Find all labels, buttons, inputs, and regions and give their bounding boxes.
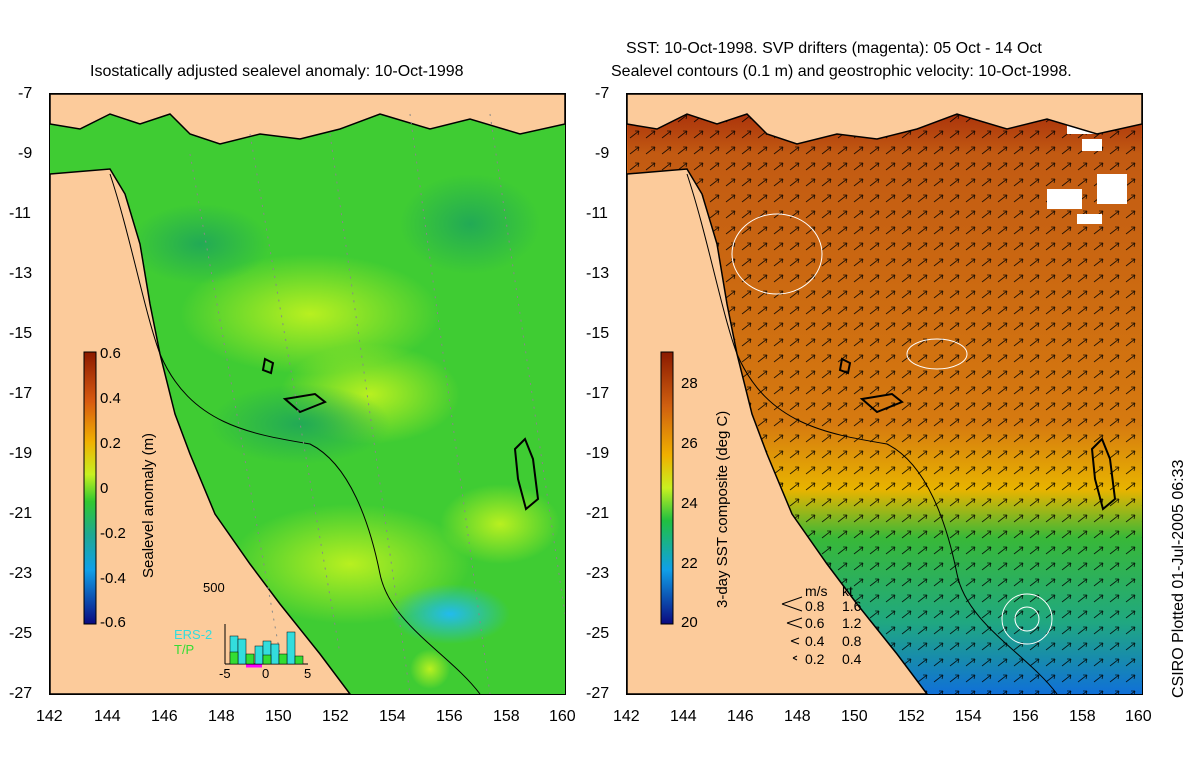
sst-colorbar [660, 351, 674, 625]
velocity-unit-ms: m/s [805, 583, 828, 599]
lon-tick: 158 [1069, 708, 1096, 725]
hist-xlabel: -5 [219, 666, 231, 681]
sla-map [50, 94, 565, 694]
lat-tick: -15 [9, 325, 33, 342]
lon-tick: 156 [1012, 708, 1039, 725]
hist-ymax: 500 [203, 580, 225, 595]
lon-tick: 142 [613, 708, 640, 725]
lat-tick: -25 [586, 625, 610, 642]
hist-xlabel: 0 [262, 666, 270, 681]
lat-tick: -13 [586, 265, 610, 282]
sla-colorbar [83, 351, 97, 625]
right-panel-title-line2: Sealevel contours (0.1 m) and geostrophi… [611, 63, 1072, 80]
lon-tick: 160 [1125, 708, 1152, 725]
velocity-row-kt: 0.4 [842, 651, 862, 667]
sla-cbar-label: 0.6 [100, 345, 121, 362]
sla-cbar-label: 0.4 [100, 390, 121, 407]
lat-tick: -9 [595, 145, 610, 162]
lon-tick: 154 [379, 708, 406, 725]
lon-tick: 142 [36, 708, 63, 725]
sla-cbar-label: -0.6 [100, 614, 126, 631]
lat-tick: -15 [586, 325, 610, 342]
lon-tick: 148 [784, 708, 811, 725]
velocity-row-kt: 1.2 [842, 615, 862, 631]
sla-cbar-label: -0.2 [100, 525, 126, 542]
lat-tick: -25 [9, 625, 33, 642]
lon-tick: 146 [727, 708, 754, 725]
velocity-row-ms: 0.6 [805, 615, 825, 631]
hist-xlabel: 5 [304, 666, 312, 681]
lon-tick: 152 [898, 708, 925, 725]
lon-tick: 160 [549, 708, 576, 725]
lon-tick: 152 [322, 708, 349, 725]
lat-tick: -7 [595, 85, 610, 102]
sst-cbar-label: 28 [681, 375, 698, 392]
lat-tick: -17 [586, 385, 610, 402]
lon-tick: 158 [493, 708, 520, 725]
sst-map [627, 94, 1142, 694]
lat-tick: -13 [9, 265, 33, 282]
lat-tick: -19 [9, 445, 33, 462]
lon-tick: 144 [94, 708, 121, 725]
velocity-row-kt: 0.8 [842, 633, 862, 649]
lon-tick: 144 [670, 708, 697, 725]
sla-map-panel [49, 93, 566, 695]
lon-tick: 148 [208, 708, 235, 725]
velocity-row-ms: 0.2 [805, 651, 825, 667]
sst-colorbar-title: 3-day SST composite (deg C) [714, 410, 731, 608]
lat-tick: -17 [9, 385, 33, 402]
hist-series-ers2: ERS-2 [174, 627, 213, 642]
sst-cbar-label: 20 [681, 614, 698, 631]
lon-tick: 156 [436, 708, 463, 725]
track-histogram [224, 624, 308, 668]
lat-tick: -11 [586, 205, 608, 222]
left-panel-title: Isostatically adjusted sealevel anomaly:… [90, 63, 464, 80]
hist-series-tp: T/P [174, 642, 195, 657]
lon-tick: 150 [841, 708, 868, 725]
lat-tick: -27 [9, 685, 33, 702]
lon-tick: 154 [955, 708, 982, 725]
lat-tick: -21 [586, 505, 610, 522]
sla-cbar-label: 0 [100, 480, 109, 497]
velocity-unit-kt: kt [842, 583, 853, 599]
right-panel-title-line1: SST: 10-Oct-1998. SVP drifters (magenta)… [626, 40, 1042, 57]
sla-cbar-label: -0.4 [100, 570, 126, 587]
velocity-row-kt: 1.6 [842, 598, 862, 614]
lat-tick: -19 [586, 445, 610, 462]
lat-tick: -9 [18, 145, 33, 162]
sst-cbar-label: 24 [681, 495, 698, 512]
sst-map-panel [626, 93, 1143, 695]
sst-cbar-label: 26 [681, 435, 698, 452]
lon-tick: 146 [151, 708, 178, 725]
sla-colorbar-title: Sealevel anomaly (m) [140, 432, 157, 578]
lat-tick: -7 [18, 85, 33, 102]
lat-tick: -27 [586, 685, 610, 702]
lat-tick: -23 [9, 565, 33, 582]
velocity-legend-arrows [781, 596, 803, 661]
lat-tick: -21 [9, 505, 33, 522]
lon-tick: 150 [265, 708, 292, 725]
sla-cbar-label: 0.2 [100, 435, 121, 452]
velocity-row-ms: 0.4 [805, 633, 825, 649]
lat-tick: -11 [9, 205, 31, 222]
lat-tick: -23 [586, 565, 610, 582]
sst-cbar-label: 22 [681, 555, 698, 572]
plot-credit: CSIRO Plotted 01-Jul-2005 06:33 [1170, 459, 1187, 698]
velocity-row-ms: 0.8 [805, 598, 825, 614]
